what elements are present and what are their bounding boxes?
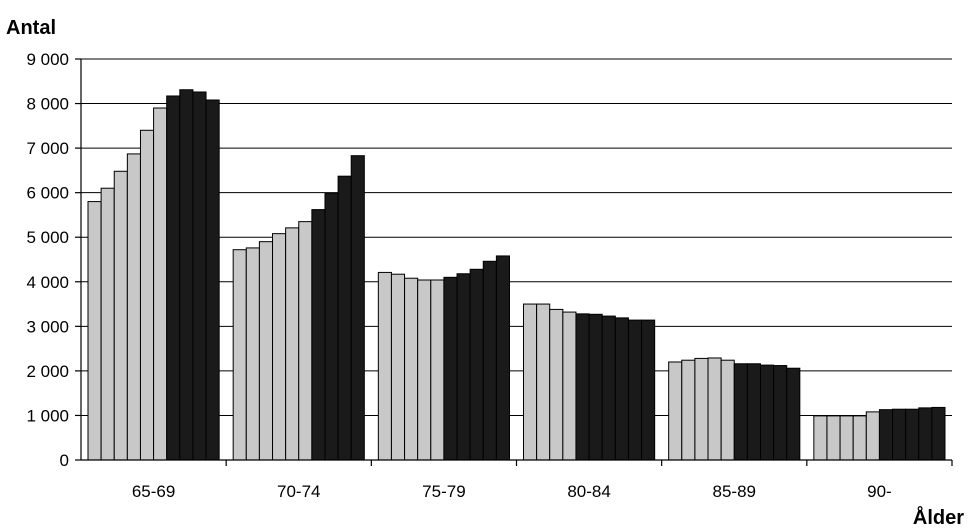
bar-75-79-2 [390,273,406,461]
bar-70-74-3 [258,241,274,461]
bar-90--2 [826,415,841,461]
bar-70-74-4 [272,233,287,461]
bars [87,89,946,461]
bar-90--10 [931,406,946,461]
y-tick-label: 4 000 [26,273,69,292]
bar-75-79-6 [443,276,458,461]
gridlines [75,58,952,461]
bar-80-84-9 [627,319,643,461]
bar-85-89-1 [668,361,683,461]
bar-65-69-10 [205,99,220,461]
bar-70-74-5 [285,227,300,461]
bar-85-89-4 [707,357,722,461]
bar-90--3 [839,415,854,461]
x-tick-label: 65-69 [132,482,175,501]
y-tick-label: 1 000 [26,406,69,425]
bar-80-84-3 [549,308,564,461]
x-tick-label: 75-79 [422,482,465,501]
y-tick-label: 6 000 [26,184,69,203]
bar-75-79-7 [456,273,471,461]
x-tick-label: 90- [867,482,892,501]
bar-85-89-8 [759,364,775,461]
bar-65-69-4 [126,153,141,461]
bar-85-89-6 [733,363,748,461]
y-tick-label: 8 000 [26,95,69,114]
bar-65-69-1 [87,201,102,461]
y-tick-label: 5 000 [26,228,69,247]
bar-65-69-9 [192,91,207,461]
bar-70-74-8 [324,193,339,461]
bar-90--4 [852,415,867,461]
y-axis-title: Antal [6,17,56,39]
bar-85-89-7 [746,363,761,461]
bar-65-69-5 [139,129,155,461]
bar-90--9 [918,407,933,461]
bar-85-89-5 [720,359,735,461]
x-axis-title: Ålder [913,505,964,529]
bar-75-79-5 [430,279,445,461]
bar-85-89-10 [786,367,801,461]
bar-85-89-3 [694,357,709,461]
bar-70-74-7 [311,209,326,461]
bar-75-79-1 [377,271,392,461]
bar-75-79-10 [495,255,510,461]
bar-80-84-1 [523,303,538,461]
bar-65-69-2 [100,187,115,461]
bar-80-84-10 [641,319,656,461]
bar-90--5 [865,411,880,461]
x-tick-label: 70-74 [277,482,320,501]
bar-85-89-2 [681,359,696,461]
bar-90--7 [892,408,907,461]
bar-70-74-9 [337,175,352,461]
bar-80-84-4 [562,311,577,461]
bar-80-84-5 [575,313,590,461]
y-tick-label: 7 000 [26,139,69,158]
bar-90--8 [905,408,920,461]
x-tick-labels: 65-69 70-74 75-79 80-84 85-89 90- [132,482,892,501]
bar-80-84-6 [588,313,603,461]
bar-75-79-4 [417,279,432,461]
bar-65-69-8 [179,89,194,461]
bar-65-69-6 [153,107,168,461]
bar-80-84-2 [536,303,551,461]
bar-85-89-9 [773,365,788,461]
bar-70-74-2 [245,247,260,461]
bar-70-74-6 [298,221,313,461]
bar-90--1 [813,415,828,461]
x-tick-label: 85-89 [713,482,756,501]
x-axis [80,59,953,466]
y-tick-labels: 0 1 000 2 000 3 000 4 000 5 000 6 000 7 000 8 00… [26,50,69,470]
y-tick-label: 3 000 [26,317,69,336]
bar-75-79-3 [404,277,419,461]
bar-75-79-8 [469,268,484,461]
bar-70-74-1 [232,249,247,461]
bar-80-84-8 [614,317,629,461]
bar-80-84-7 [601,315,616,461]
bar-70-74-10 [350,155,365,461]
bar-75-79-9 [482,260,497,461]
x-tick-label: 80-84 [567,482,610,501]
y-tick-label: 9 000 [26,50,69,69]
y-tick-label: 2 000 [26,362,69,381]
bar-65-69-7 [166,95,181,461]
bar-65-69-3 [113,170,128,461]
bar-90--6 [878,409,894,461]
y-tick-label: 0 [60,451,69,470]
